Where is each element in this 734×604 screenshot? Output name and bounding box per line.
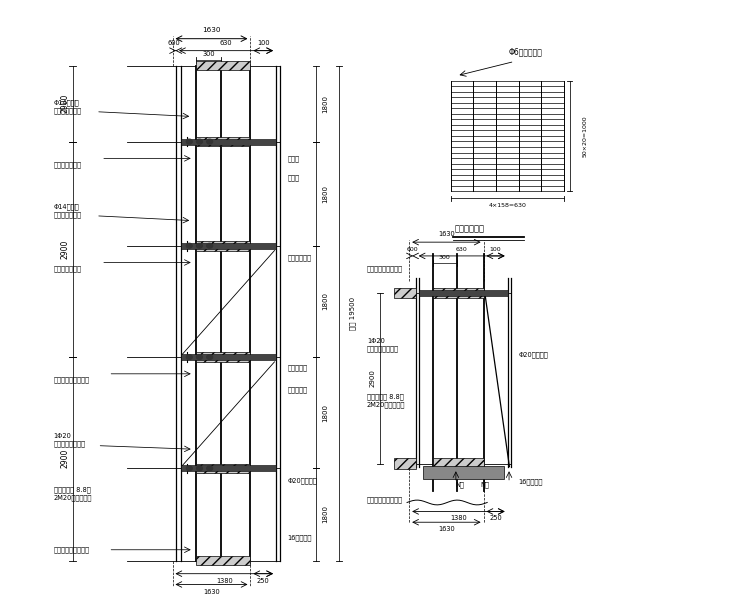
Circle shape [186,355,192,359]
Text: 50×20=1000: 50×20=1000 [583,115,588,157]
Text: 2900: 2900 [60,240,69,259]
Circle shape [186,243,192,248]
Text: 4×158=630: 4×158=630 [488,204,526,208]
Bar [181,354,276,360]
Text: 钢笆网脚手板: 钢笆网脚手板 [454,224,484,233]
Text: 1380: 1380 [216,578,233,584]
Text: 上层主体结构外围墨: 上层主体结构外围墨 [54,376,90,383]
Text: 1380: 1380 [450,515,467,521]
Text: 上层主体结构外围墨: 上层主体结构外围墨 [367,266,403,272]
Text: 600: 600 [407,246,418,252]
Text: 2900: 2900 [60,449,69,469]
Text: 可拆式预埋 8.8级
2M20高强度螺栓: 可拆式预埋 8.8级 2M20高强度螺栓 [54,486,92,501]
Bar [181,139,276,144]
Text: Φ6焊接钢筋网: Φ6焊接钢筋网 [509,48,542,57]
Text: 300: 300 [203,51,215,57]
Text: Φ14可拆式
连墙件预埋螺垫: Φ14可拆式 连墙件预埋螺垫 [54,100,81,114]
Bar [394,458,415,469]
Text: Φ20钢撑拉杆: Φ20钢撑拉杆 [288,477,317,484]
Bar [432,458,484,469]
Text: 250: 250 [257,578,269,584]
Text: 内支杆: 内支杆 [288,155,299,162]
Text: 本层主体结构外围墨: 本层主体结构外围墨 [367,496,403,503]
Bar [181,465,276,471]
Bar [181,243,276,249]
Text: 100: 100 [490,246,501,252]
Text: 1630: 1630 [438,231,455,237]
Circle shape [197,140,203,144]
Text: 纵向水平杆: 纵向水平杆 [288,365,308,371]
Text: Φ20钢撑拉杆: Φ20钢撑拉杆 [518,351,548,358]
Text: 1800: 1800 [322,292,329,310]
Text: 630: 630 [219,40,233,46]
Text: 主体结构外围墨: 主体结构外围墨 [54,161,81,168]
Text: 本层主体结构外围墨: 本层主体结构外围墨 [54,547,90,553]
Bar [419,290,508,296]
Text: 钢笆网脚手板: 钢笆网脚手板 [288,254,312,261]
Bar [432,288,484,298]
Text: 16号工字钢: 16号工字钢 [518,478,543,485]
Text: 1Φ20
可拆式预埋螺栓环: 1Φ20 可拆式预埋螺栓环 [367,338,399,353]
Circle shape [207,243,213,248]
Text: 1800: 1800 [322,185,329,203]
Bar [196,61,250,71]
Circle shape [186,466,192,471]
Circle shape [207,355,213,359]
Text: 1630: 1630 [203,27,221,33]
Text: 600: 600 [168,40,181,46]
Text: N压: N压 [455,481,464,488]
Text: 1Φ20
可拆式预埋螺栓环: 1Φ20 可拆式预埋螺栓环 [54,432,86,447]
Bar [423,466,504,479]
Circle shape [197,355,203,359]
Text: 总高 19500: 总高 19500 [349,297,356,330]
Text: 1800: 1800 [322,95,329,112]
Circle shape [186,140,192,144]
Bar [394,288,415,298]
Bar [196,352,250,362]
Circle shape [207,466,213,471]
Text: 100: 100 [257,40,269,46]
Text: 外支杆: 外支杆 [288,174,299,181]
Text: 可拆式预埋 8.8级
2M20高强度螺栓: 可拆式预埋 8.8级 2M20高强度螺栓 [367,394,405,408]
Text: N拉: N拉 [481,481,490,488]
Bar [196,137,250,146]
Text: 630: 630 [456,246,468,252]
Text: 300: 300 [439,255,451,260]
Text: 1800: 1800 [322,403,329,422]
Text: 横向水平杆: 横向水平杆 [288,387,308,393]
Text: 250: 250 [489,515,502,521]
Bar [196,464,250,473]
Text: 2900: 2900 [60,94,69,114]
Circle shape [197,466,203,471]
Circle shape [207,140,213,144]
Bar [196,556,250,565]
Text: 2900: 2900 [370,370,376,387]
Circle shape [197,243,203,248]
Text: 主体结构外围墨: 主体结构外围墨 [54,265,81,272]
Bar [196,241,250,251]
Text: 1800: 1800 [322,506,329,524]
Text: 1630: 1630 [203,589,220,595]
Text: 16号工字钢: 16号工字钢 [288,535,312,541]
Text: Φ14可拆式
连墙件预埋螺垫: Φ14可拆式 连墙件预埋螺垫 [54,204,81,219]
Text: 1630: 1630 [438,526,455,532]
